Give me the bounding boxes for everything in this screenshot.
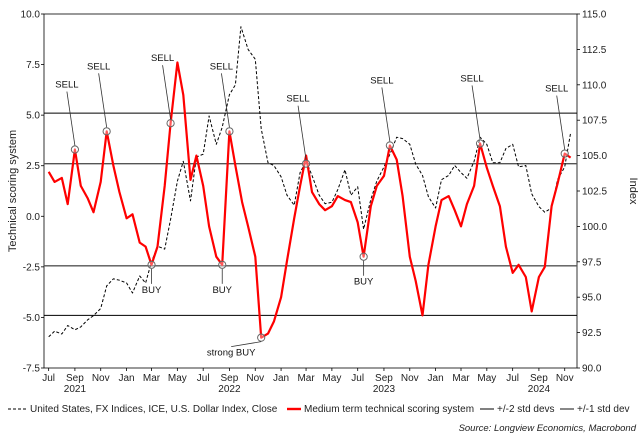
y-tick-label: 10.0 [21,10,41,21]
plot-frame [43,13,578,369]
y2-tick-label: 92.5 [582,328,602,339]
signal-label: SELL [210,61,233,72]
signal-leader [221,73,230,128]
x-tick-label: Nov [401,373,419,384]
y-tick-label: 0.0 [26,212,40,223]
signal-leader [66,91,76,146]
signal-leader [162,65,171,120]
x-tick-label: Jul [197,373,210,384]
reference-lines [44,112,577,316]
signal-marker [225,127,234,136]
signal-marker [257,333,266,342]
y2-tick-label: 105.0 [582,151,607,162]
signal-leader [471,85,481,140]
x-tick-label: Jul [42,373,55,384]
signal-marker [301,159,311,168]
y2-axis-title: Index [627,178,639,205]
signal-markers: SELL SELL SELL SELL SELL SELL SELL SELL BUY BUY st… [55,53,569,359]
signal-marker [102,127,111,136]
x-tick-label: Sep [530,373,548,384]
x-tick-label: Sep [221,373,239,384]
signal-label: SELL [545,84,568,95]
signal-marker [385,141,394,150]
x-tick-label: Jan [273,373,289,384]
x-tick-label: Mar [143,373,161,384]
x-tick-label: Nov [246,373,264,384]
y2-tick-label: 112.5 [582,45,607,56]
x-tick-label: Nov [556,373,574,384]
y2-tick-label: 95.0 [582,293,602,304]
x-tick-label: May [477,373,496,384]
x-year-label: 2022 [218,384,241,395]
y-tick-label: 7.5 [26,60,40,71]
signal-marker [475,139,485,148]
y2-tick-label: 102.5 [582,187,607,198]
y-axis-title: Technical scoring system [7,130,19,252]
x-year-label: 2021 [64,384,87,395]
x-tick-label: Jul [351,373,364,384]
legend-label-dxy: United States, FX Indices, ICE, U.S. Dol… [30,404,278,415]
signal-label: BUY [212,285,232,296]
signal-leader [98,73,108,128]
x-tick-label: Nov [92,373,110,384]
legend: United States, FX Indices, ICE, U.S. Dol… [8,404,630,415]
y-tick-label: -7.5 [23,364,41,375]
x-axis: Jul Sep Nov Jan Mar May Jul Sep Nov Jan Mar May Jul S… [42,368,574,395]
signal-label: strong BUY [207,348,256,359]
signal-marker [218,260,227,269]
x-tick-label: Sep [375,373,393,384]
source-note: Source: Longview Economics, Macrobond [459,423,637,434]
series-lines [47,26,572,339]
series-score-line [47,61,572,339]
x-year-label: 2023 [373,384,396,395]
y2-tick-label: 115.0 [582,10,607,21]
x-tick-label: May [168,373,187,384]
legend-label-score: Medium term technical scoring system [304,404,474,415]
y2-tick-label: 110.0 [582,80,607,91]
signal-leader [381,87,391,142]
signal-label: BUY [142,285,162,296]
signal-label: SELL [460,73,483,84]
x-tick-label: Sep [66,373,84,384]
y2-tick-label: 107.5 [582,116,607,127]
x-tick-label: Jan [428,373,444,384]
y-tick-label: -5.0 [23,313,41,324]
x-tick-label: May [322,373,341,384]
right-axis: 115.0 112.5 110.0 107.5 105.0 102.5 100.0 97.5 9… [577,10,607,375]
signal-leader [231,341,262,348]
legend-label-std2: +/-2 std devs [497,404,555,415]
signal-label: SELL [370,75,393,86]
signal-marker [560,149,569,158]
signal-marker [166,119,175,128]
y2-tick-label: 97.5 [582,257,602,268]
y-tick-label: 5.0 [26,111,40,122]
y2-tick-label: 100.0 [582,222,607,233]
signal-label: SELL [286,94,309,105]
y-tick-label: 2.5 [26,161,40,172]
signal-label: BUY [354,277,374,288]
left-axis: 10.0 7.5 5.0 2.5 0.0 -2.5 -5.0 -7.5 [21,10,44,375]
y-tick-label: -2.5 [23,262,41,273]
y2-tick-label: 90.0 [582,364,602,375]
x-year-label: 2024 [528,384,551,395]
signal-label: SELL [151,53,174,64]
legend-label-std1: +/-1 std dev [577,404,630,415]
signal-marker [147,260,156,269]
x-tick-label: Jan [118,373,134,384]
signal-label: SELL [55,80,78,91]
signal-label: SELL [87,61,110,72]
signal-marker [70,145,80,154]
signal-leader [556,95,566,150]
x-tick-label: Jul [506,373,519,384]
x-tick-label: Mar [452,373,470,384]
signal-leader [297,105,307,160]
x-tick-label: Mar [297,373,315,384]
signal-marker [359,252,368,261]
